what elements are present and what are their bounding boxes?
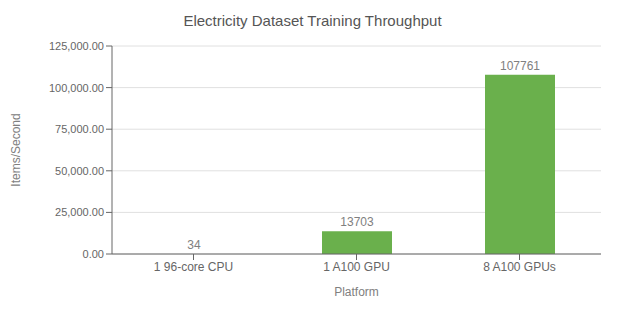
svg-text:75,000.00: 75,000.00 [55, 123, 104, 135]
svg-text:Items/Second: Items/Second [9, 113, 23, 186]
html-text:Electricity Dataset Training T: Electricity Dataset Training Throughput [183, 12, 442, 29]
svg-text:25,000.00: 25,000.00 [55, 206, 104, 218]
svg-text:Platform: Platform [334, 285, 379, 299]
svg-text:107761: 107761 [500, 59, 540, 73]
svg-text:8 A100 GPUs: 8 A100 GPUs [483, 260, 556, 274]
svg-text:34: 34 [187, 238, 201, 252]
svg-text:125,000.00: 125,000.00 [49, 40, 104, 52]
svg-text:0.00: 0.00 [83, 248, 104, 260]
svg-text:50,000.00: 50,000.00 [55, 165, 104, 177]
svg-text:100,000.00: 100,000.00 [49, 82, 104, 94]
svg-text:13703: 13703 [340, 215, 374, 229]
svg-text:1 96-core CPU: 1 96-core CPU [154, 260, 233, 274]
svg-text:1 A100 GPU: 1 A100 GPU [323, 260, 390, 274]
